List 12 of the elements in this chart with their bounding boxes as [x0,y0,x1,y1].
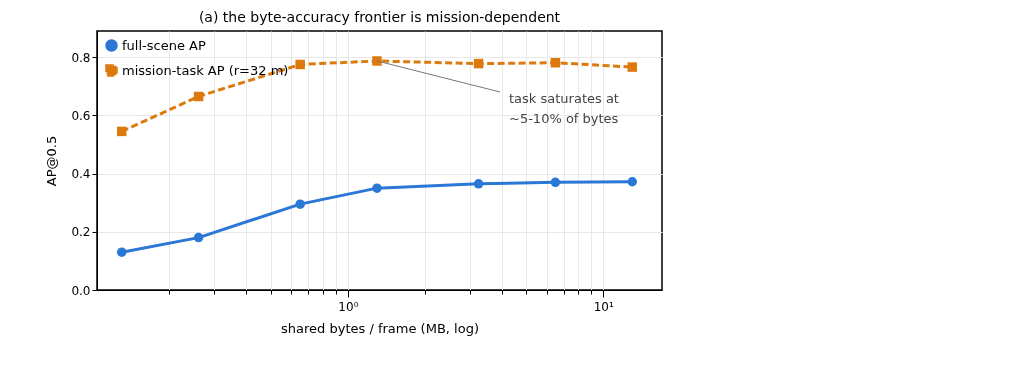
y-tick-label: 0.6 [71,108,91,123]
chart-title: (a) the byte-accuracy frontier is mission-dependent [198,9,561,25]
y-axis-title: AP@0.5 [44,135,60,187]
legend-label: full-scene AP [122,37,206,53]
x-tick-label: 10¹ [593,299,614,314]
y-tick-label: 0.2 [71,225,91,240]
y-tick-label: 0.4 [71,167,91,182]
y-tick-label: 0.0 [71,283,91,298]
y-tick-label: 0.8 [71,50,91,65]
x-tick-label: 10⁰ [338,299,359,314]
x-axis-title: shared bytes / frame (MB, log) [281,320,479,336]
annotation: task saturates at ~5-10% of bytes [509,91,619,126]
